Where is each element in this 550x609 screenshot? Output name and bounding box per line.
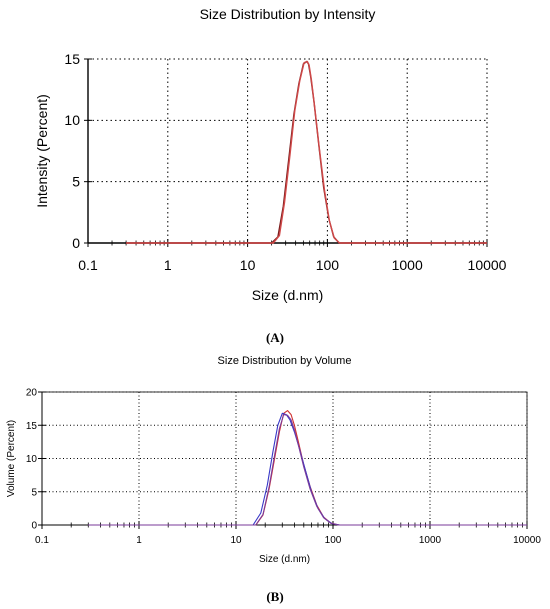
series-line-1 <box>126 60 487 244</box>
y-tick-label: 15 <box>64 51 80 67</box>
x-axis-label: Size (d.nm) <box>252 287 324 303</box>
y-axis-label: Volume (Percent) <box>6 420 17 497</box>
x-tick-label: 100 <box>325 535 342 546</box>
x-tick-label: 1000 <box>392 257 423 273</box>
y-tick-label: 0 <box>72 235 80 251</box>
x-tick-label: 10000 <box>468 257 507 273</box>
y-tick-label: 0 <box>31 521 37 532</box>
series-line-1 <box>88 410 527 526</box>
x-tick-label: 10 <box>230 535 242 546</box>
series-line-3 <box>88 414 527 526</box>
y-tick-label: 5 <box>72 174 80 190</box>
y-tick-label: 15 <box>26 421 38 432</box>
x-tick-label: 10 <box>240 257 256 273</box>
y-tick-label: 20 <box>26 388 38 399</box>
chart-title: Size Distribution by Volume <box>218 355 352 367</box>
x-tick-label: 1 <box>164 257 172 273</box>
y-tick-label: 5 <box>31 487 37 498</box>
x-tick-label: 1 <box>136 535 142 546</box>
caption-b: (B) <box>266 589 284 604</box>
caption-a: (A) <box>265 330 285 345</box>
x-tick-label: 100 <box>316 257 340 273</box>
x-tick-label: 0.1 <box>35 535 49 546</box>
series-line-2 <box>126 60 487 244</box>
x-tick-label: 10000 <box>513 535 541 546</box>
series-line-2 <box>88 412 527 526</box>
y-axis-label: Intensity (Percent) <box>34 94 50 208</box>
chart-title: Size Distribution by Intensity <box>200 6 376 22</box>
x-tick-label: 1000 <box>419 535 442 546</box>
y-tick-label: 10 <box>64 112 80 128</box>
x-axis-label: Size (d.nm) <box>259 554 310 565</box>
y-tick-label: 10 <box>26 454 38 465</box>
x-tick-label: 0.1 <box>78 257 98 273</box>
